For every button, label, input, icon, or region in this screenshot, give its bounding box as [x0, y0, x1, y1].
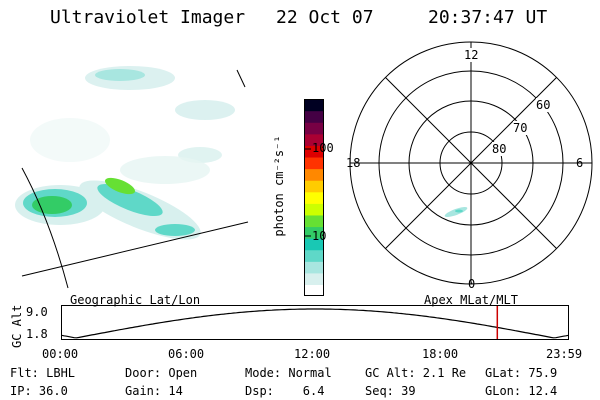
aurora-emission-polar-core — [455, 209, 463, 213]
mlt-label-0: 0 — [468, 277, 476, 291]
colorbar-segment — [304, 156, 325, 170]
status-gcalt: GC Alt: 2.1 Re — [365, 366, 467, 380]
colorbar-segment — [304, 249, 325, 262]
colorbar-segment — [304, 261, 325, 274]
status-glat: GLat: 75.9 — [485, 366, 558, 380]
colorbar-segment — [304, 191, 325, 204]
status-gain: Gain: 14 — [125, 384, 183, 398]
colorbar-segment — [304, 99, 325, 112]
status-seq: Seq: 39 — [365, 384, 416, 398]
instrument-title: Ultraviolet Imager — [50, 7, 246, 28]
observation-time: 20:37:47 UT — [428, 7, 548, 28]
mlt-label-18: 18 — [346, 156, 361, 170]
image-boundary-line — [21, 221, 249, 277]
time-label-1200: 12:00 — [294, 347, 331, 361]
time-label-2359: 23:59 — [546, 347, 583, 361]
orbit-tick — [236, 69, 246, 88]
colorbar-segment — [304, 110, 325, 123]
altitude-curve — [61, 308, 569, 339]
colorbar-segment — [304, 122, 325, 135]
colorbar — [285, 80, 325, 297]
geographic-image-panel — [15, 66, 249, 289]
timeline-frame — [61, 305, 569, 340]
colorbar-frame — [304, 99, 325, 296]
lat-label-80: 80 — [492, 142, 507, 156]
status-flt: Flt: LBHL — [10, 366, 76, 380]
observation-date: 22 Oct 07 — [276, 7, 374, 28]
mlt-label-6: 6 — [576, 156, 584, 170]
aurora-emission-polar — [444, 207, 468, 217]
status-door: Door: Open — [125, 366, 198, 380]
time-label-0000: 00:00 — [42, 347, 79, 361]
timeline-left-title: Geographic Lat/Lon — [70, 293, 201, 307]
time-label-1800: 18:00 — [422, 347, 459, 361]
colorbar-segment — [304, 203, 325, 216]
aurora-emission-geographic — [15, 66, 235, 240]
polar-plot — [349, 41, 593, 285]
timeline-ylabel: GC Alt — [10, 304, 24, 348]
colorbar-segment — [304, 180, 325, 193]
lat-label-70: 70 — [513, 121, 528, 135]
status-ip: IP: 36.0 — [10, 384, 68, 398]
timeline-ymax: 9.0 — [26, 305, 48, 319]
lat-label-60: 60 — [536, 98, 551, 112]
time-label-0600: 06:00 — [168, 347, 205, 361]
timeline-ymin: 1.8 — [26, 327, 48, 341]
colorbar-segment — [304, 168, 325, 181]
colorbar-segment — [304, 272, 325, 286]
colorbar-tick-100: 100 — [312, 141, 334, 155]
colorbar-unit-label: photon cm⁻²s⁻¹ — [272, 135, 286, 237]
status-mode: Mode: Normal — [245, 366, 332, 380]
colorbar-tick-10: 10 — [312, 229, 327, 243]
timeline-right-title: Apex MLat/MLT — [424, 293, 518, 307]
mlt-label-12: 12 — [464, 48, 479, 62]
colorbar-gradient — [304, 99, 325, 297]
status-glon: GLon: 12.4 — [485, 384, 558, 398]
colorbar-segment — [304, 284, 325, 297]
altitude-timeline — [61, 305, 569, 340]
colorbar-segment — [304, 133, 325, 146]
colorbar-ticks — [305, 148, 311, 237]
colorbar-segment — [304, 214, 325, 228]
colorbar-segment — [304, 145, 325, 158]
status-dsp: Dsp: 6.4 — [245, 384, 325, 398]
polar-diagonal-2 — [385, 77, 557, 249]
colorbar-segment — [304, 238, 325, 251]
limb-arc — [21, 167, 69, 289]
